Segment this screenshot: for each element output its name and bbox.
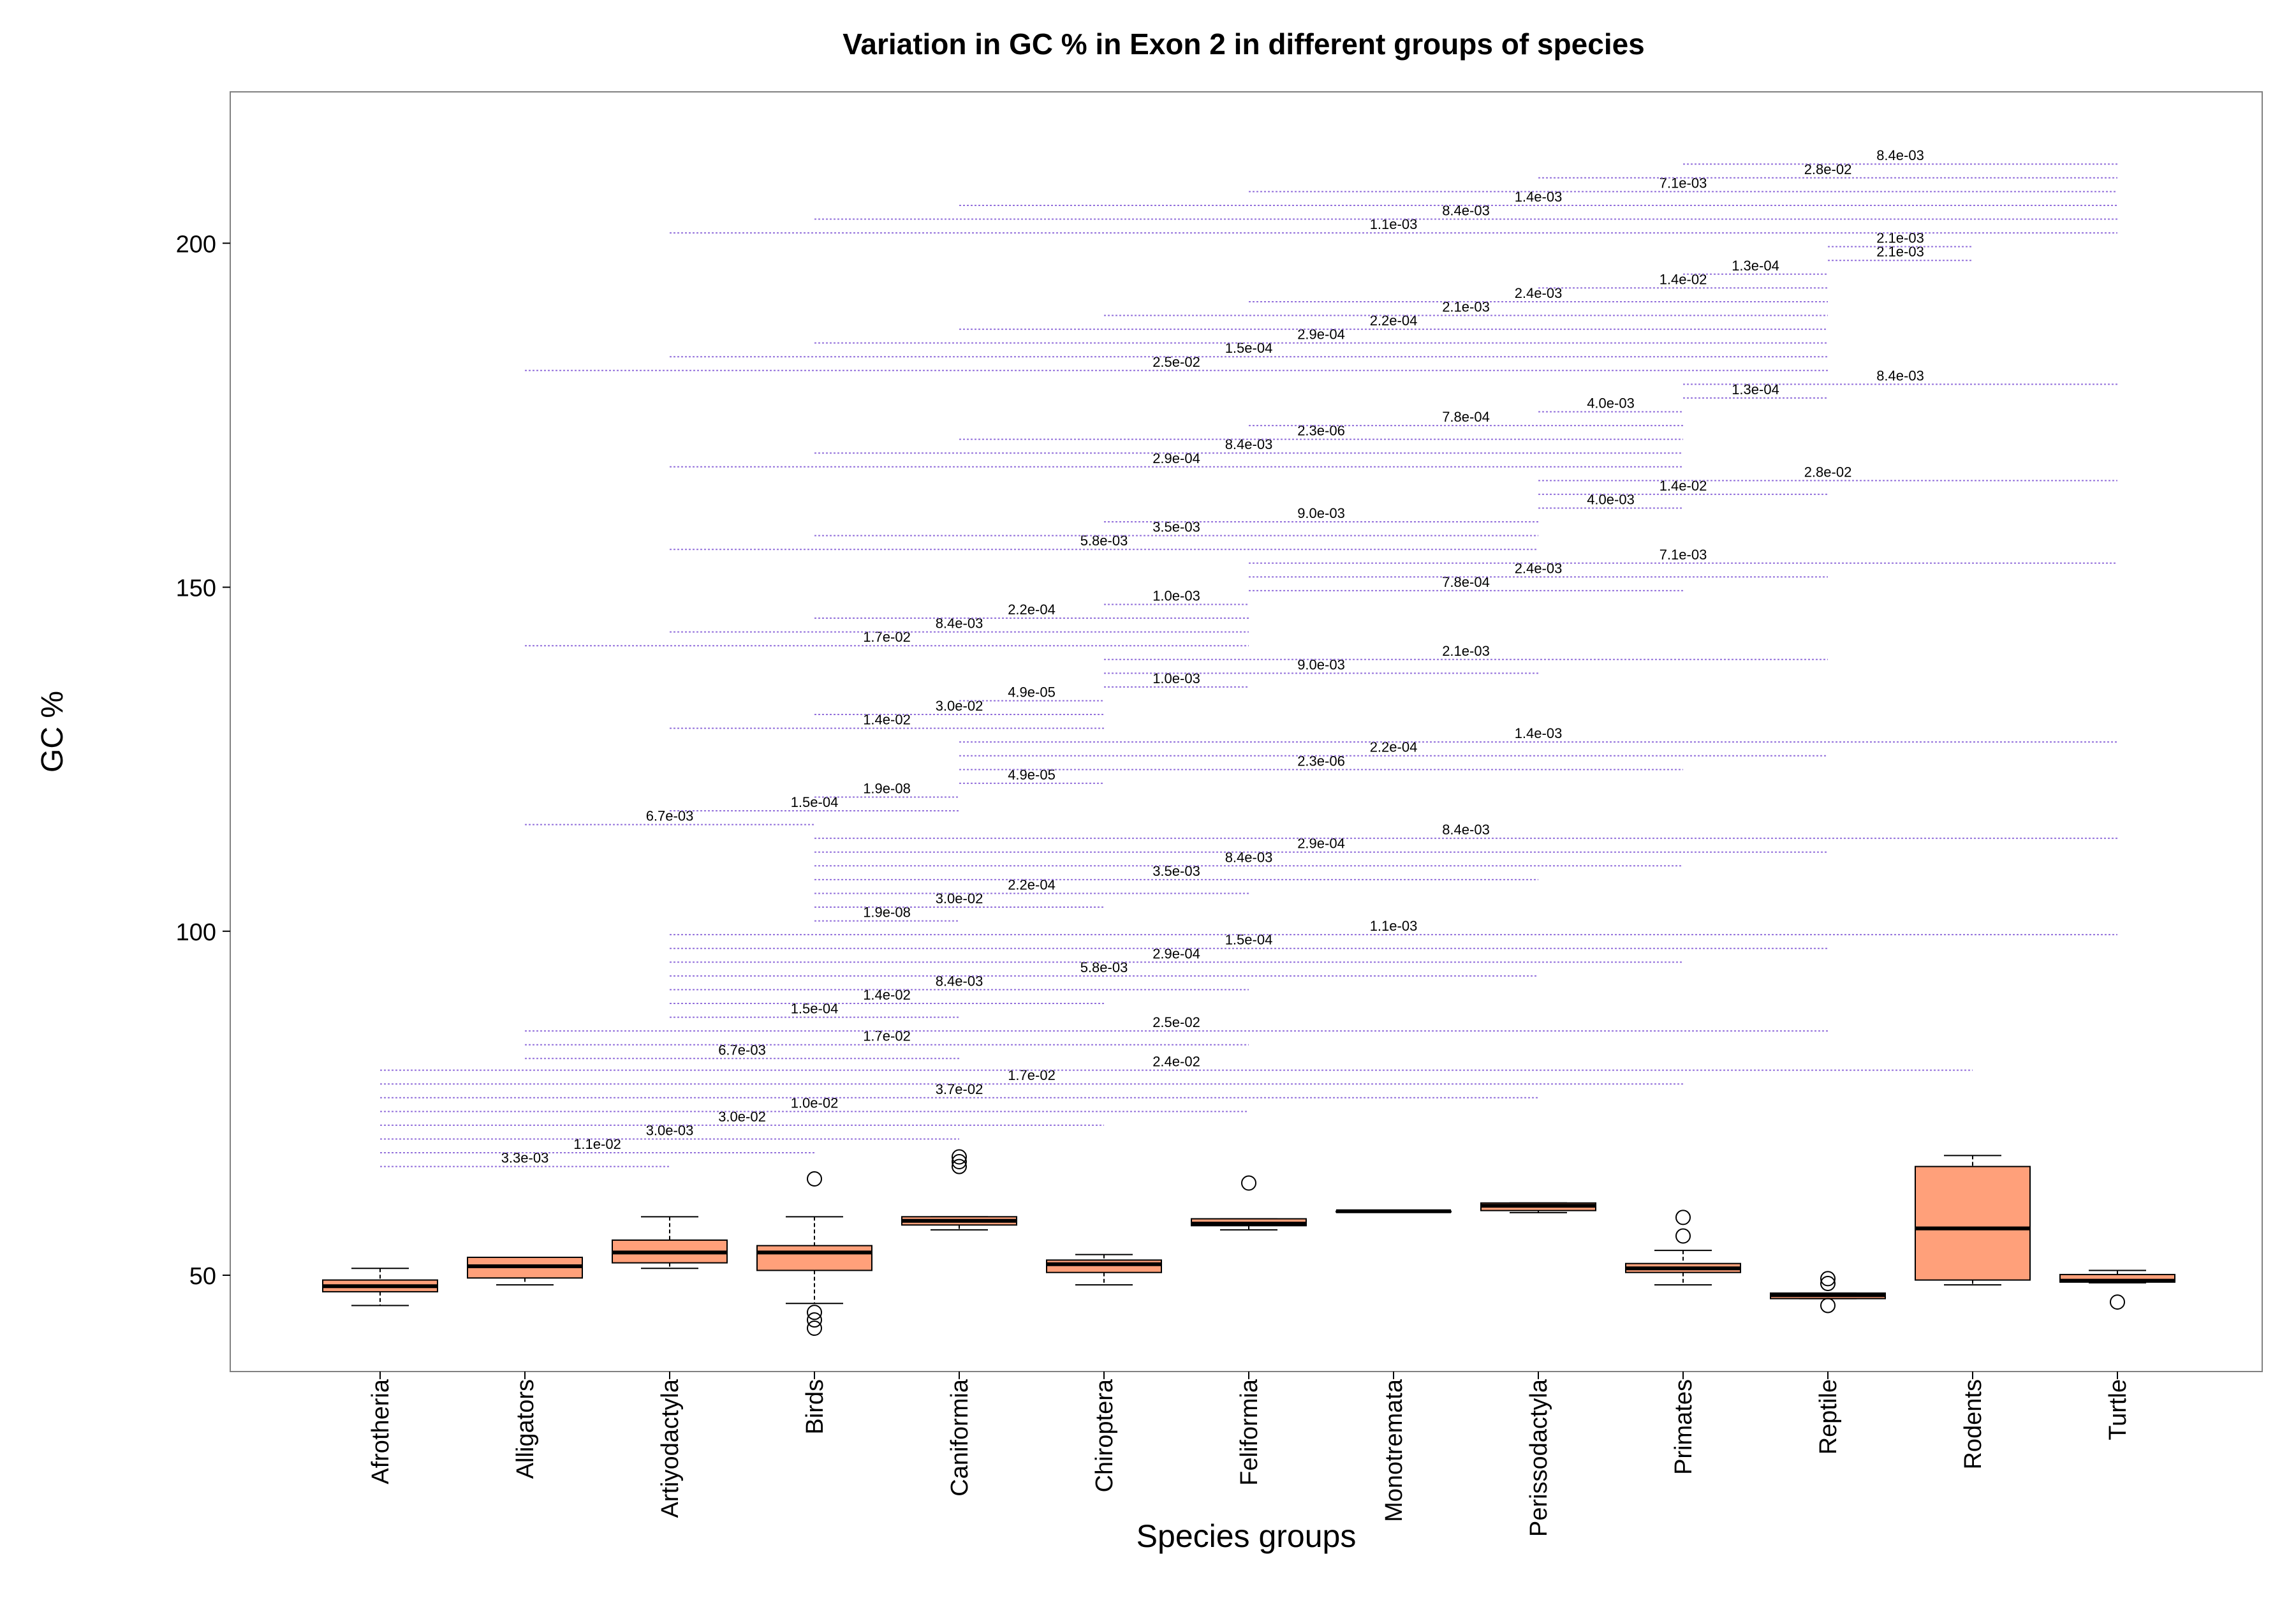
- p-value-label: 8.4e-03: [1876, 367, 1924, 383]
- p-value-label: 5.8e-03: [1080, 533, 1128, 549]
- p-value-label: 1.4e-03: [1515, 725, 1563, 741]
- p-value-label: 9.0e-03: [1297, 505, 1345, 521]
- p-value-label: 8.4e-03: [1225, 436, 1273, 452]
- p-value-label: 6.7e-03: [718, 1042, 766, 1058]
- x-tick-label: Feliformia: [1236, 1379, 1263, 1486]
- y-axis: 50 100 150 200: [176, 231, 230, 1290]
- p-value-label: 2.1e-03: [1442, 299, 1490, 315]
- p-value-label: 2.8e-02: [1804, 161, 1852, 177]
- comparison-brackets: 3.3e-031.1e-023.0e-033.0e-021.0e-023.7e-…: [380, 147, 2117, 1167]
- p-value-label: 1.4e-02: [1659, 478, 1707, 494]
- p-value-label: 8.4e-03: [936, 616, 983, 632]
- x-axis-label: Species groups: [1137, 1518, 1357, 1554]
- outlier-point: [1820, 1275, 1836, 1291]
- outlier-point: [952, 1149, 967, 1165]
- boxes: [322, 1149, 2175, 1336]
- x-tick-label: Monotremata: [1381, 1379, 1408, 1522]
- p-value-label: 3.3e-03: [501, 1150, 549, 1166]
- box-iqr: [756, 1245, 872, 1271]
- p-value-label: 7.1e-03: [1659, 547, 1707, 563]
- box-primates: [1625, 1210, 1741, 1286]
- box-iqr: [1915, 1165, 2031, 1281]
- outlier-point: [807, 1305, 822, 1321]
- p-value-label: 8.4e-03: [936, 973, 983, 989]
- p-value-label: 2.1e-03: [1442, 643, 1490, 659]
- box-rodents: [1915, 1155, 2031, 1286]
- x-tick-label: Turtle: [2105, 1379, 2131, 1440]
- outlier-point: [1820, 1298, 1836, 1313]
- box-perissodactyla: [1480, 1202, 1596, 1213]
- p-value-label: 2.2e-04: [1370, 313, 1418, 329]
- box-afrotheria: [322, 1268, 438, 1306]
- p-value-label: 1.5e-04: [791, 1001, 839, 1017]
- box-reptile: [1770, 1271, 1886, 1313]
- chart-title: Variation in GC % in Exon 2 in different…: [843, 27, 1645, 61]
- box-monotremata: [1336, 1209, 1452, 1213]
- outlier-point: [807, 1312, 822, 1328]
- plot-frame: [230, 91, 2263, 1372]
- p-value-label: 3.0e-03: [646, 1122, 694, 1138]
- p-value-label: 1.4e-03: [1515, 189, 1563, 205]
- p-value-label: 2.8e-02: [1804, 464, 1852, 480]
- x-tick-label: Afrotheria: [367, 1379, 394, 1484]
- p-value-label: 1.4e-02: [863, 987, 911, 1003]
- outlier-point: [2110, 1294, 2125, 1310]
- p-value-label: 1.9e-08: [863, 780, 911, 796]
- x-tick-label: Artiyodactyla: [657, 1379, 684, 1518]
- outlier-point: [1675, 1210, 1691, 1225]
- box-birds: [756, 1171, 872, 1336]
- p-value-label: 1.7e-02: [863, 629, 911, 645]
- x-axis: Afrotheria Alligators Artiyodactyla Birds Ca…: [367, 1372, 2131, 1537]
- y-tick-label: 150: [176, 575, 216, 602]
- x-tick-label: Perissodactyla: [1526, 1379, 1552, 1537]
- y-tick-label: 100: [176, 919, 216, 946]
- box-feliformia: [1191, 1175, 1307, 1231]
- x-tick-label: Chiroptera: [1091, 1379, 1118, 1492]
- box-chiroptera: [1046, 1254, 1162, 1286]
- x-tick-label: Caniformia: [946, 1379, 973, 1497]
- p-value-label: 9.0e-03: [1297, 656, 1345, 672]
- outlier-point: [952, 1154, 967, 1170]
- y-axis-label: GC %: [36, 691, 70, 773]
- p-value-label: 3.0e-02: [936, 891, 983, 906]
- x-tick-label: Birds: [802, 1379, 828, 1435]
- p-value-label: 4.9e-05: [1008, 684, 1056, 700]
- box-iqr: [1046, 1259, 1162, 1273]
- p-value-label: 2.4e-02: [1152, 1054, 1200, 1070]
- p-value-label: 1.1e-03: [1370, 918, 1418, 934]
- x-tick-label: Primates: [1670, 1379, 1697, 1475]
- outlier-point: [1675, 1228, 1691, 1244]
- box-turtle: [2059, 1269, 2175, 1310]
- p-value-label: 8.4e-03: [1442, 822, 1490, 838]
- outlier-point: [807, 1321, 822, 1336]
- p-value-label: 1.3e-04: [1732, 258, 1779, 274]
- p-value-label: 1.1e-02: [573, 1136, 621, 1152]
- p-value-label: 7.1e-03: [1659, 175, 1707, 191]
- p-value-label: 7.8e-04: [1442, 574, 1490, 590]
- y-tick-label: 200: [176, 231, 216, 258]
- outlier-point: [952, 1158, 967, 1174]
- y-tick-label: 50: [189, 1263, 216, 1290]
- p-value-label: 2.2e-04: [1008, 602, 1056, 618]
- box-caniformia: [901, 1149, 1017, 1231]
- p-value-label: 4.0e-03: [1587, 396, 1635, 411]
- x-tick-label: Rodents: [1960, 1379, 1987, 1470]
- box-alligators: [467, 1256, 583, 1286]
- p-value-label: 7.8e-04: [1442, 409, 1490, 425]
- p-value-label: 2.2e-04: [1008, 877, 1056, 892]
- x-tick-label: Reptile: [1815, 1379, 1842, 1454]
- outlier-point: [1820, 1271, 1836, 1287]
- p-value-label: 2.5e-02: [1152, 1014, 1200, 1030]
- outlier-point: [807, 1171, 822, 1187]
- p-value-label: 2.4e-03: [1515, 560, 1563, 576]
- p-value-label: 8.4e-03: [1876, 147, 1924, 163]
- outlier-point: [1241, 1175, 1256, 1191]
- box-artiyodactyla: [612, 1216, 728, 1269]
- p-value-label: 1.0e-03: [1152, 588, 1200, 603]
- x-tick-label: Alligators: [512, 1379, 539, 1479]
